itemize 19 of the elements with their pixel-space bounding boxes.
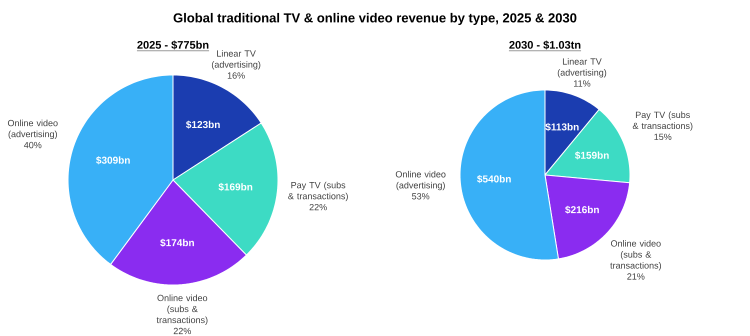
text: Global traditional TV & online video revenue by type, 2025 & 2030 bbox=[174, 12, 576, 26]
slice-label: Online video (advertising) 40% bbox=[8, 120, 58, 148]
data-label: $216bn bbox=[565, 206, 599, 214]
slice-label: Linear TV (advertising) 11% bbox=[558, 58, 606, 87]
chart-subtitle: 2025 - $775bn bbox=[137, 40, 208, 50]
data-label: $159bn bbox=[574, 151, 609, 160]
data-label: $123bn bbox=[186, 120, 220, 129]
slice-label: Online video (subs & transactions) 22% bbox=[156, 294, 208, 334]
data-label: $169bn bbox=[218, 182, 252, 192]
slice-label: Online video (advertising) 53% bbox=[396, 170, 446, 200]
data-label: $174bn bbox=[160, 238, 194, 247]
chart-subtitle: 2030 - $1.03tn bbox=[509, 40, 580, 50]
data-label: $113bn bbox=[545, 122, 579, 132]
data-label: $309bn bbox=[96, 156, 130, 164]
slice-label: Pay TV (subs & transactions) 15% bbox=[632, 111, 692, 140]
slice-label: Online video (subs & transactions) 21% bbox=[610, 240, 662, 280]
data-label: $540bn bbox=[477, 174, 511, 184]
slice-label: Linear TV (advertising) 16% bbox=[212, 50, 260, 79]
slice-label: Pay TV (subs & transactions) 22% bbox=[288, 182, 348, 210]
